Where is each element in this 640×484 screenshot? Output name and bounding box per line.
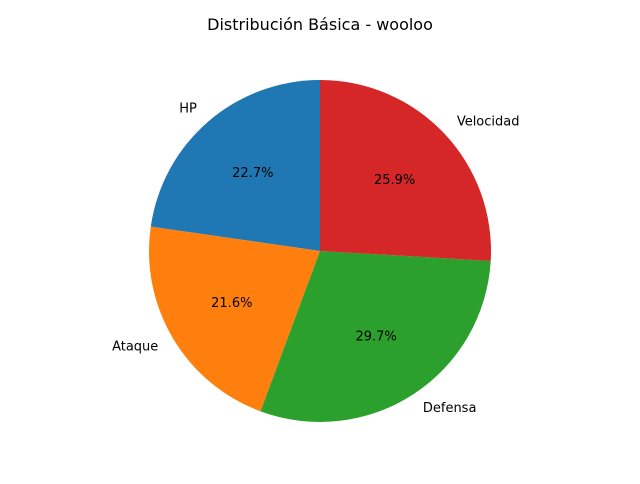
pie-slice-ataque (149, 226, 320, 412)
pie-slice-hp (150, 80, 320, 251)
slice-label-hp: HP (179, 101, 197, 116)
slices-layer (149, 79, 491, 423)
pie-slice-velocidad (320, 79, 491, 261)
slice-pct-label-velocidad: 25.9% (374, 173, 415, 188)
labels-layer: HP 22.7% Ataque 21.6% Defensa 29.7% Velocidad 2… (112, 101, 519, 416)
slice-label-velocidad: Velocidad (457, 114, 520, 129)
pie-slice-defensa (260, 251, 491, 423)
slice-label-defensa: Defensa (423, 401, 477, 416)
slice-pct-label-hp: 22.7% (232, 166, 273, 181)
slice-pct-label-defensa: 29.7% (355, 329, 396, 344)
slice-label-ataque: Ataque (112, 340, 158, 355)
chart-title: Distribución Básica - wooloo (207, 15, 433, 34)
slice-pct-label-ataque: 21.6% (211, 296, 252, 311)
